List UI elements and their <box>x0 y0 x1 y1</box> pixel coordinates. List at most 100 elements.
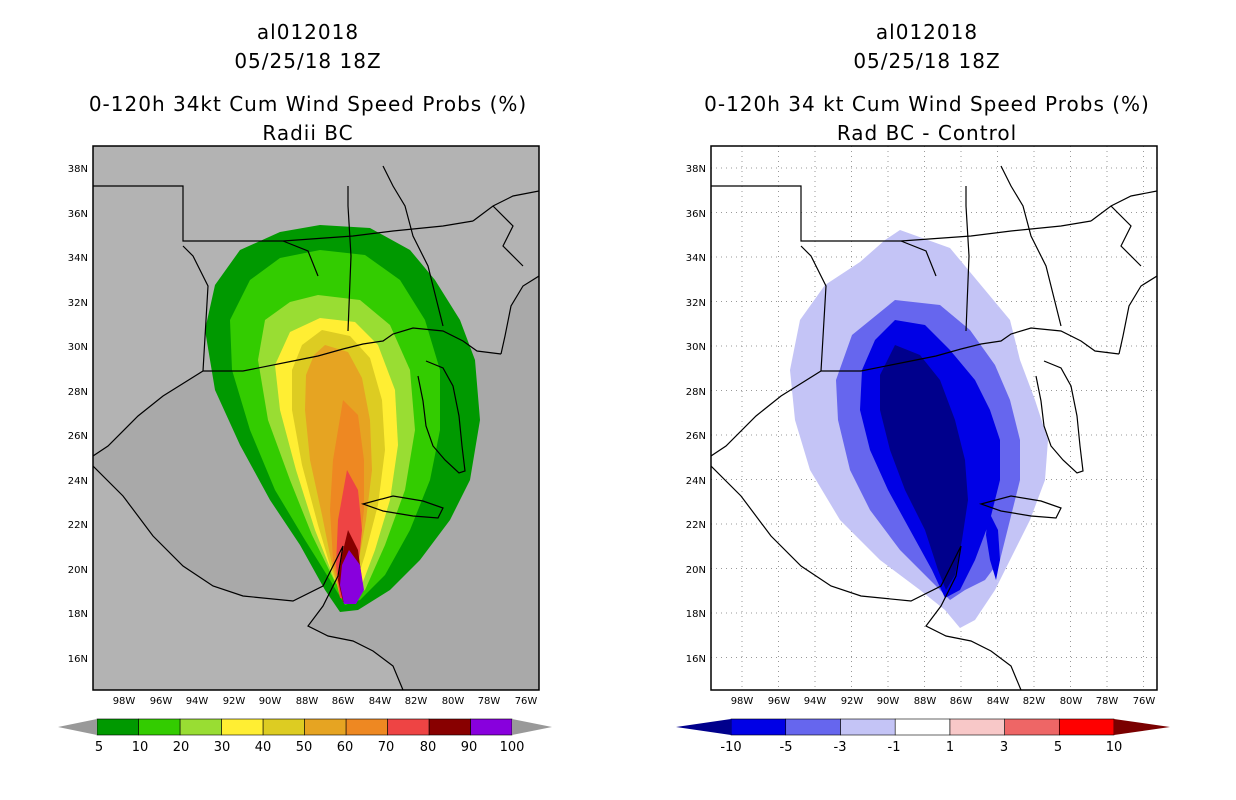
colorbar-label: 50 <box>296 740 313 755</box>
lon-label: 96W <box>768 696 791 707</box>
colorbar-swatch <box>304 718 347 736</box>
lat-label: 22N <box>68 520 88 531</box>
lon-label: 82W <box>1023 696 1046 707</box>
colorbar-high-triangle <box>512 719 552 735</box>
lon-label: 98W <box>731 696 754 707</box>
colorbar-label: -5 <box>780 740 793 755</box>
lon-label: 96W <box>150 696 173 707</box>
storm-id: al012018 <box>256 20 360 44</box>
lat-label: 22N <box>686 520 706 531</box>
colorbar-label: 100 <box>500 740 525 755</box>
colorbar-swatch <box>179 718 222 736</box>
lon-label: 88W <box>914 696 937 707</box>
left-lat-labels: 38N 36N 34N 32N 30N 28N 26N 24N 22N 20N … <box>68 164 88 665</box>
colorbar-swatch <box>1058 718 1115 736</box>
lon-label: 84W <box>369 696 392 707</box>
colorbar-swatch <box>345 718 388 736</box>
colorbar-label: 1 <box>946 740 954 755</box>
left-colorbar: 5 10 20 30 40 50 60 70 80 90 100 <box>58 718 552 755</box>
right-panel-title: al012018 05/25/18 18Z 0-120h 34 kt Cum W… <box>627 18 1227 148</box>
left-map <box>92 145 540 691</box>
lat-label: 32N <box>686 298 706 309</box>
product-subtitle: Rad BC - Control <box>836 121 1018 145</box>
colorbar-label: 80 <box>420 740 437 755</box>
left-panel-title: al012018 05/25/18 18Z 0-120h 34kt Cum Wi… <box>8 18 608 148</box>
lon-label: 84W <box>987 696 1010 707</box>
lon-label: 80W <box>1060 696 1083 707</box>
colorbar-label: 30 <box>214 740 231 755</box>
right-lat-labels: 38N 36N 34N 32N 30N 28N 26N 24N 22N 20N … <box>686 164 706 665</box>
colorbar-label: 10 <box>1106 740 1123 755</box>
storm-id: al012018 <box>875 20 979 44</box>
colorbar-swatch <box>470 718 513 736</box>
lat-label: 16N <box>686 654 706 665</box>
product-subtitle: Radii BC <box>262 121 354 145</box>
lon-label: 86W <box>950 696 973 707</box>
lon-label: 78W <box>478 696 501 707</box>
colorbar-low-triangle <box>676 719 731 735</box>
lon-label: 78W <box>1096 696 1119 707</box>
lat-label: 24N <box>68 476 88 487</box>
lat-label: 18N <box>686 609 706 620</box>
right-lon-labels: 98W 96W 94W 92W 90W 88W 86W 84W 82W 80W … <box>731 696 1156 707</box>
right-map <box>710 145 1158 691</box>
lat-label: 36N <box>686 209 706 220</box>
lat-label: 26N <box>686 431 706 442</box>
lon-label: 90W <box>877 696 900 707</box>
colorbar-swatch <box>387 718 430 736</box>
colorbar-swatch <box>138 718 181 736</box>
colorbar-label: -10 <box>720 740 741 755</box>
colorbar-label: 40 <box>255 740 272 755</box>
product-title: 0-120h 34kt Cum Wind Speed Probs (%) <box>88 92 528 116</box>
colorbar-swatch <box>428 718 471 736</box>
colorbar-swatch <box>262 718 305 736</box>
colorbar-swatch <box>894 718 951 736</box>
right-colorbar: -10 -5 -3 -1 1 3 5 10 <box>676 718 1170 755</box>
lon-label: 92W <box>223 696 246 707</box>
lon-label: 94W <box>804 696 827 707</box>
colorbar-high-triangle <box>1114 719 1170 735</box>
colorbar-swatch <box>730 718 787 736</box>
lat-label: 24N <box>686 476 706 487</box>
colorbar-label: 20 <box>173 740 190 755</box>
lon-label: 76W <box>1133 696 1156 707</box>
colorbar-label: -3 <box>834 740 847 755</box>
lon-label: 80W <box>442 696 465 707</box>
forecast-time: 05/25/18 18Z <box>234 49 382 73</box>
lat-label: 18N <box>68 609 88 620</box>
lat-label: 28N <box>686 387 706 398</box>
lat-label: 34N <box>686 253 706 264</box>
lat-label: 26N <box>68 431 88 442</box>
colorbar-swatch <box>221 718 264 736</box>
colorbar-low-triangle <box>58 719 97 735</box>
colorbar-swatch <box>949 718 1005 736</box>
colorbar-swatch <box>96 718 139 736</box>
lat-label: 36N <box>68 209 88 220</box>
lat-label: 30N <box>686 342 706 353</box>
colorbar-label: -1 <box>888 740 901 755</box>
lon-label: 98W <box>113 696 136 707</box>
lat-label: 38N <box>686 164 706 175</box>
lat-label: 28N <box>68 387 88 398</box>
map-frame <box>710 145 1158 691</box>
product-title: 0-120h 34 kt Cum Wind Speed Probs (%) <box>704 92 1150 116</box>
lat-label: 38N <box>68 164 88 175</box>
colorbar-swatch <box>1004 718 1060 736</box>
lat-label: 20N <box>686 565 706 576</box>
colorbar-label: 5 <box>1054 740 1062 755</box>
colorbar-label: 60 <box>337 740 354 755</box>
colorbar-swatch <box>785 718 841 736</box>
lat-label: 20N <box>68 565 88 576</box>
colorbar-label: 70 <box>378 740 395 755</box>
lat-label: 32N <box>68 298 88 309</box>
colorbar-label: 90 <box>461 740 478 755</box>
left-lon-labels: 98W 96W 94W 92W 90W 88W 86W 84W 82W 80W … <box>113 696 538 707</box>
lon-label: 76W <box>515 696 538 707</box>
lon-label: 86W <box>332 696 355 707</box>
lon-label: 82W <box>405 696 428 707</box>
lat-label: 34N <box>68 253 88 264</box>
lon-label: 90W <box>259 696 282 707</box>
lon-label: 92W <box>841 696 864 707</box>
forecast-time: 05/25/18 18Z <box>853 49 1001 73</box>
